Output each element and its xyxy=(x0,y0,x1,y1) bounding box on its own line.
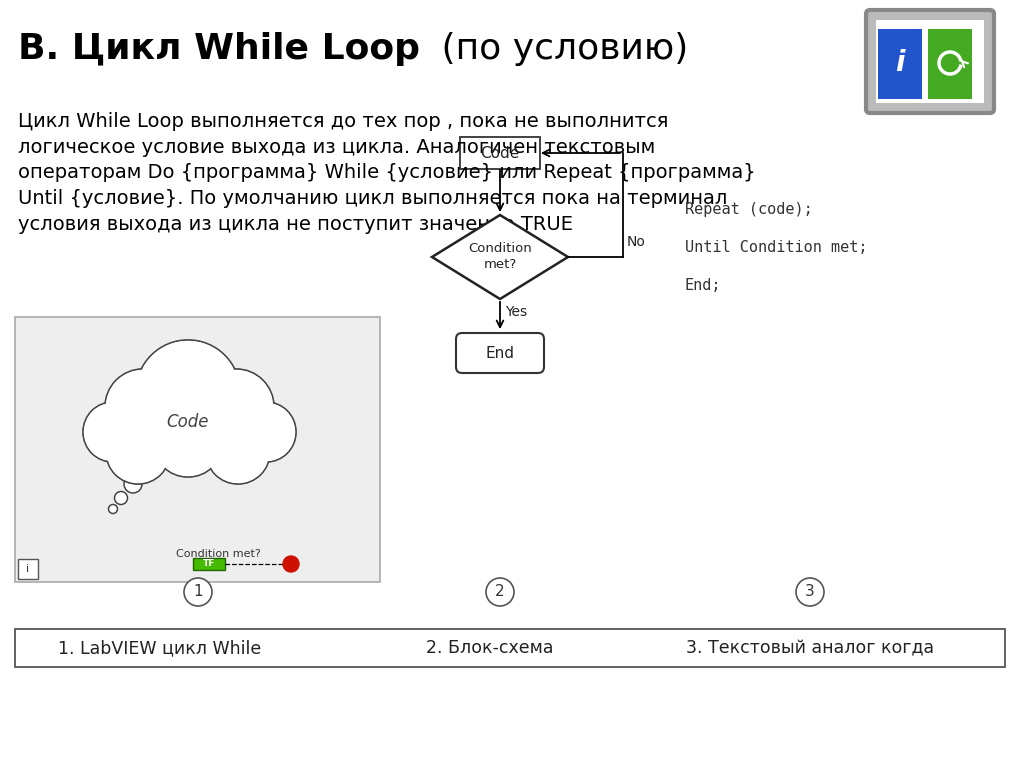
FancyBboxPatch shape xyxy=(18,559,38,579)
Text: TF: TF xyxy=(203,559,215,568)
Text: В. Цикл While Loop: В. Цикл While Loop xyxy=(18,32,420,66)
Circle shape xyxy=(153,407,223,477)
Circle shape xyxy=(85,403,141,460)
FancyBboxPatch shape xyxy=(866,10,994,113)
FancyBboxPatch shape xyxy=(878,29,922,99)
Circle shape xyxy=(108,422,169,482)
Circle shape xyxy=(115,492,128,505)
Circle shape xyxy=(83,402,143,462)
FancyBboxPatch shape xyxy=(193,558,225,570)
Text: Yes: Yes xyxy=(505,305,527,319)
FancyBboxPatch shape xyxy=(460,137,540,169)
Circle shape xyxy=(137,341,239,443)
Circle shape xyxy=(238,403,295,460)
Text: No: No xyxy=(627,235,646,249)
Circle shape xyxy=(208,422,268,482)
Text: 2. Блок-схема: 2. Блок-схема xyxy=(426,639,554,657)
Circle shape xyxy=(486,578,514,606)
Circle shape xyxy=(106,370,179,443)
Circle shape xyxy=(155,409,221,476)
Circle shape xyxy=(198,369,274,445)
FancyBboxPatch shape xyxy=(15,629,1005,667)
FancyBboxPatch shape xyxy=(15,317,380,582)
Circle shape xyxy=(796,578,824,606)
Text: Code: Code xyxy=(167,413,209,431)
Text: End;: End; xyxy=(685,278,722,293)
Circle shape xyxy=(124,475,142,493)
Circle shape xyxy=(200,370,272,443)
Circle shape xyxy=(106,420,170,484)
Text: End: End xyxy=(485,345,514,360)
Circle shape xyxy=(105,369,181,445)
Text: 1. LabVIEW цикл While: 1. LabVIEW цикл While xyxy=(58,639,261,657)
FancyBboxPatch shape xyxy=(456,333,544,373)
Circle shape xyxy=(184,578,212,606)
FancyBboxPatch shape xyxy=(928,29,972,99)
Circle shape xyxy=(109,505,118,513)
Text: 1: 1 xyxy=(194,584,203,600)
Text: (по условию): (по условию) xyxy=(430,32,688,66)
Polygon shape xyxy=(432,215,568,299)
Circle shape xyxy=(136,340,240,444)
Text: Repeat (code);: Repeat (code); xyxy=(685,202,813,217)
Text: i: i xyxy=(895,49,905,77)
Text: 2: 2 xyxy=(496,584,505,600)
Circle shape xyxy=(283,556,299,572)
Text: i: i xyxy=(27,564,30,574)
Text: 3: 3 xyxy=(805,584,815,600)
FancyBboxPatch shape xyxy=(876,20,984,103)
Text: Condition met?: Condition met? xyxy=(176,549,260,559)
Text: met?: met? xyxy=(483,258,517,272)
Text: 3. Текстовый аналог когда: 3. Текстовый аналог когда xyxy=(686,639,934,657)
Text: Until Condition met;: Until Condition met; xyxy=(685,240,867,255)
Text: Condition: Condition xyxy=(468,242,531,255)
Text: Code: Code xyxy=(480,146,519,160)
Circle shape xyxy=(236,402,296,462)
Text: Цикл While Loop выполняется до тех пор , пока не выполнится
логическое условие в: Цикл While Loop выполняется до тех пор ,… xyxy=(18,112,756,234)
Circle shape xyxy=(206,420,270,484)
